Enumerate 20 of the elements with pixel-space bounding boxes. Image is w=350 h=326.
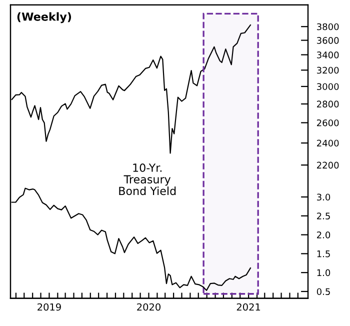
y2-tick-label: 3.0 xyxy=(317,194,330,201)
y-tick-label: 2400 xyxy=(316,140,339,147)
y2-tick-label: 1.0 xyxy=(317,269,330,276)
y-tick-label: 2600 xyxy=(316,119,339,126)
y2-tick-label: 2.5 xyxy=(316,212,330,220)
x-tick-label: 2021 xyxy=(236,303,260,311)
y-tick-label: 2800 xyxy=(316,100,339,108)
y-tick-label: 3800 xyxy=(317,23,339,30)
y-tick-label: 3200 xyxy=(317,66,339,74)
y2-tick-label: 0.5 xyxy=(316,288,330,296)
text: (Weekly) xyxy=(17,12,72,24)
y-tick-label: 3000 xyxy=(317,83,339,90)
y2-tick-label: 2.0 xyxy=(316,232,330,238)
x-tick-label: 2020 xyxy=(137,303,160,311)
y-tick-label: 2200 xyxy=(316,162,339,169)
y-tick-label: 3400 xyxy=(317,52,339,58)
x-tick-label: 2019 xyxy=(38,303,61,311)
y-tick-label: 3600 xyxy=(317,37,339,44)
annotation: 10-Yr. Treasury Bond Yield xyxy=(119,164,176,196)
y2-tick-label: 1.5 xyxy=(317,250,330,258)
